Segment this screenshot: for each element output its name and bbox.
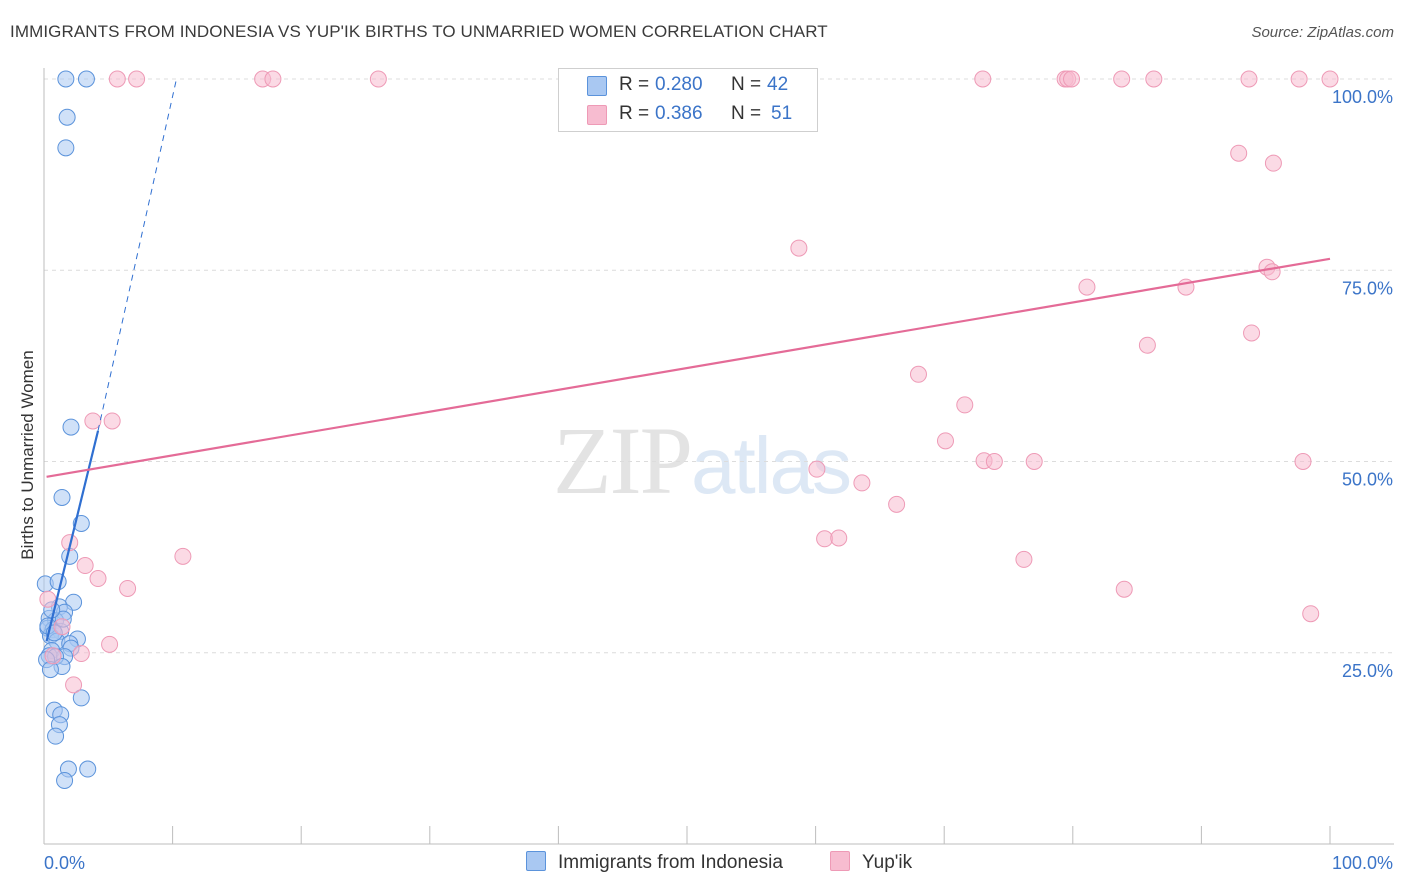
point-yupik: [103, 412, 121, 430]
x-tick-label-min: 0.0%: [44, 853, 85, 873]
point-yupik: [53, 618, 71, 636]
point-indonesia: [41, 661, 59, 679]
point-yupik: [44, 647, 62, 665]
point-yupik: [72, 645, 90, 663]
point-yupik: [936, 432, 954, 450]
point-indonesia: [47, 727, 65, 745]
series-label-yupik: Yup'ik: [862, 852, 913, 873]
point-yupik: [174, 547, 192, 565]
point-yupik: [65, 676, 83, 694]
point-yupik: [89, 570, 107, 588]
point-yupik: [853, 474, 871, 492]
point-yupik: [790, 239, 808, 257]
point-yupik: [1078, 278, 1096, 296]
y-tick-label: 25.0%: [1342, 661, 1393, 681]
point-indonesia: [77, 70, 95, 88]
point-indonesia: [58, 108, 76, 126]
tick-labels: 25.0% 50.0% 75.0% 100.0% 0.0% 100.0%: [44, 87, 1393, 873]
legend-n-value: 42: [767, 74, 789, 95]
gridlines: [44, 78, 1394, 654]
point-yupik: [1321, 70, 1339, 88]
point-indonesia: [57, 70, 75, 88]
point-yupik: [1264, 154, 1282, 172]
legend-row-yupik: R = 0.386 N = 51: [559, 100, 817, 130]
legend-r-label: R =: [619, 103, 650, 124]
series-swatch-indonesia: [526, 851, 546, 871]
trend-line-extension-indonesia: [97, 78, 177, 432]
point-yupik: [830, 529, 848, 547]
point-indonesia: [79, 760, 97, 778]
point-yupik: [1230, 144, 1248, 162]
point-yupik: [1302, 605, 1320, 623]
trend-line-yupik: [46, 257, 1331, 478]
point-yupik: [909, 365, 927, 383]
trend-line-indonesia: [45, 430, 100, 642]
series-legend-yupik: Yup'ik: [830, 851, 912, 874]
point-yupik: [816, 530, 834, 548]
legend-r-label: R =: [619, 74, 650, 95]
point-yupik: [76, 557, 94, 575]
y-tick-label: 50.0%: [1342, 470, 1393, 490]
source-credit: Source: ZipAtlas.com: [1251, 24, 1394, 41]
data-points: [36, 70, 1339, 790]
point-indonesia: [49, 573, 67, 591]
point-yupik: [1263, 263, 1281, 281]
point-yupik: [1240, 70, 1258, 88]
legend-row-indonesia: R = 0.280 N = 42: [559, 71, 817, 101]
point-yupik: [39, 590, 57, 608]
point-indonesia: [62, 418, 80, 436]
correlation-legend: R = 0.280 N = 42 R = 0.386 N = 51: [558, 68, 818, 132]
point-yupik: [808, 460, 826, 478]
point-yupik: [1115, 580, 1133, 598]
point-yupik: [101, 635, 119, 653]
point-yupik: [1145, 70, 1163, 88]
axes: [43, 68, 1394, 845]
watermark-zip: ZIP: [553, 407, 693, 514]
legend-swatch-indonesia: [587, 76, 607, 96]
series-label-indonesia: Immigrants from Indonesia: [558, 852, 783, 873]
legend-n-value: 51: [771, 103, 793, 124]
point-yupik: [985, 453, 1003, 470]
point-yupik: [1015, 550, 1033, 568]
point-yupik: [264, 70, 282, 88]
legend-n-label: N =: [731, 74, 762, 95]
point-yupik: [1113, 70, 1131, 88]
point-yupik: [119, 579, 137, 597]
legend-r-value: 0.386: [655, 103, 703, 124]
point-yupik: [1290, 70, 1308, 88]
point-yupik: [1294, 453, 1312, 470]
trend-lines: [45, 78, 1331, 642]
y-tick-label: 75.0%: [1342, 278, 1393, 298]
point-yupik: [108, 70, 126, 88]
point-indonesia: [57, 139, 75, 157]
point-indonesia: [56, 772, 74, 790]
x-tick-label-max: 100.0%: [1332, 853, 1393, 873]
y-tick-label: 100.0%: [1332, 87, 1393, 107]
point-yupik: [1025, 453, 1043, 470]
point-yupik: [956, 396, 974, 414]
point-yupik: [1138, 336, 1156, 354]
point-yupik: [369, 70, 387, 88]
point-indonesia: [53, 488, 71, 506]
watermark-atlas: atlas: [691, 421, 852, 510]
legend-r-value: 0.280: [655, 74, 703, 95]
point-yupik: [1243, 324, 1261, 342]
point-yupik: [1063, 70, 1081, 88]
point-yupik: [84, 412, 102, 430]
legend-swatch-yupik: [587, 105, 607, 125]
series-swatch-yupik: [830, 851, 850, 871]
point-yupik: [974, 70, 992, 88]
series-legend-indonesia: Immigrants from Indonesia: [526, 851, 783, 874]
point-yupik: [128, 70, 146, 88]
chart-title: IMMIGRANTS FROM INDONESIA VS YUP'IK BIRT…: [10, 22, 828, 41]
legend-n-label: N =: [731, 103, 762, 124]
watermark: ZIPatlas: [553, 405, 852, 516]
point-indonesia: [72, 689, 90, 707]
point-yupik: [888, 495, 906, 513]
